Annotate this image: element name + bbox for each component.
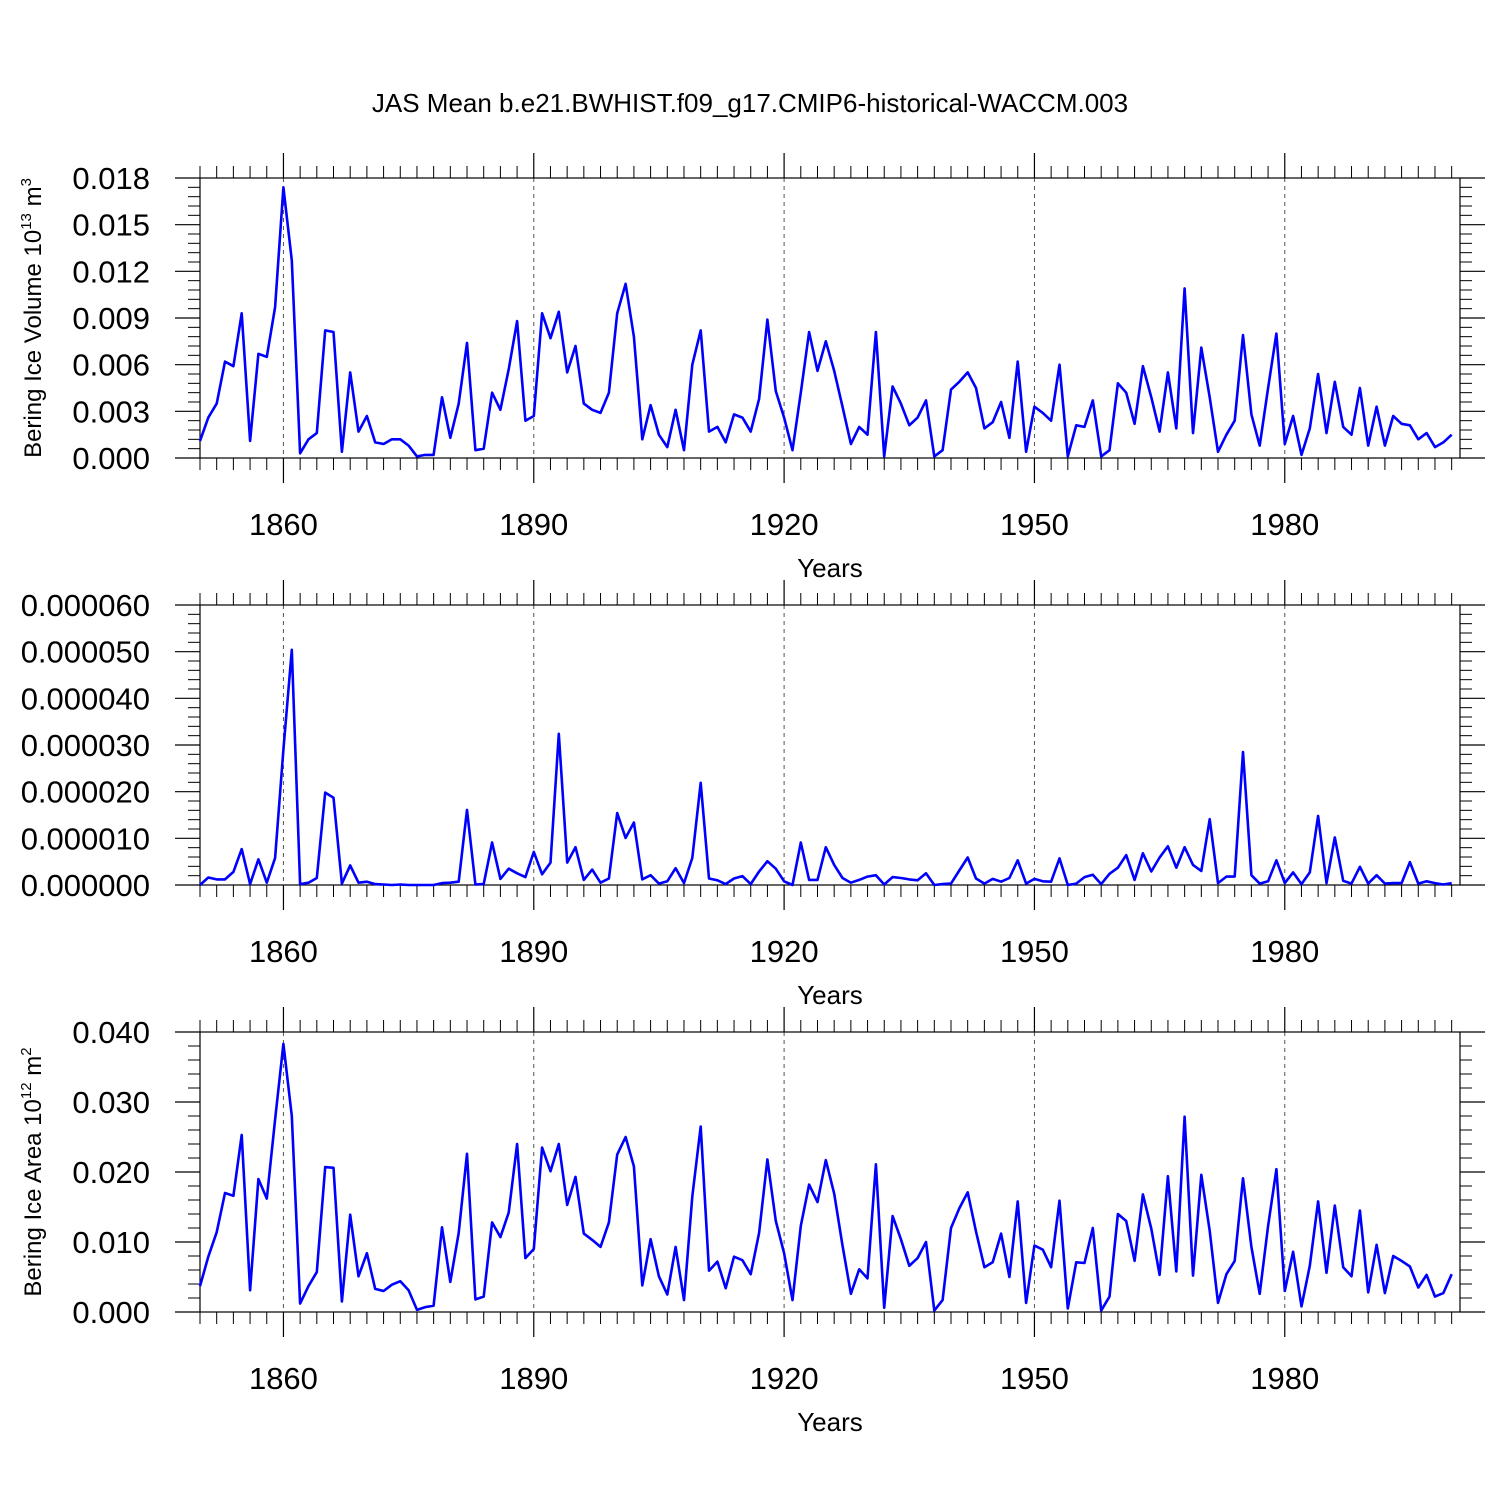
y-tick-label: 0.000020: [21, 775, 150, 810]
x-tick-label: 1920: [750, 934, 819, 969]
chart-title: JAS Mean b.e21.BWHIST.f09_g17.CMIP6-hist…: [372, 88, 1128, 118]
series-line: [198, 186, 1453, 458]
y-axis-title-unit: m: [20, 1056, 47, 1083]
y-tick-label: 0.006: [72, 348, 150, 383]
plot-frame: [199, 604, 1461, 886]
plot-frame: [199, 177, 1461, 459]
y-axis-title-unit-exponent: 2: [18, 1047, 35, 1055]
y-tick-label: 0.018: [72, 161, 150, 196]
x-tick-label: 1950: [1000, 1361, 1069, 1396]
y-tick-label: 0.040: [72, 1015, 150, 1050]
y-tick-label: 0.012: [72, 254, 150, 289]
x-tick-label: 1890: [499, 934, 568, 969]
y-tick-label: 0.000: [72, 1295, 150, 1330]
x-tick-label: 1860: [249, 934, 318, 969]
x-axis-title: Years: [797, 553, 863, 583]
x-tick-label: 1950: [1000, 934, 1069, 969]
y-axis-title-unit-exponent: 3: [18, 178, 35, 186]
x-axis-title: Years: [797, 1407, 863, 1437]
y-tick-label: 0.000040: [21, 681, 150, 716]
x-axis-title: Years: [797, 980, 863, 1010]
chart-panel-3: 1860 1890 1920 1950 1980 0.000 0.010 0.020 0.030…: [18, 1007, 1485, 1437]
y-tick-label: 0.009: [72, 301, 150, 336]
y-axis-title-text: Bering Ice Volume 10: [20, 230, 47, 458]
y-tick-label: 0.010: [72, 1225, 150, 1260]
y-tick-label: 0.030: [72, 1085, 150, 1120]
y-tick-label: 0.000050: [21, 635, 150, 670]
y-axis-title: Bering Ice Volume 1013 m3: [18, 178, 47, 458]
x-tick-label: 1950: [1000, 507, 1069, 542]
x-tick-label: 1920: [750, 507, 819, 542]
chart-panel-2: 1860 1890 1920 1950 1980 0.000000 0.000010 0.00…: [21, 580, 1485, 1010]
x-tick-label: 1890: [499, 507, 568, 542]
y-axis-title-exponent: 12: [18, 1082, 35, 1099]
y-axis-title-unit: m: [20, 186, 47, 213]
series-line: [198, 1042, 1453, 1312]
chart-panel-1: 1860 1890 1920 1950 1980 0.000 0.003 0.006 0.009…: [18, 153, 1485, 583]
y-tick-label: 0.000000: [21, 868, 150, 903]
y-tick-label: 0.000030: [21, 728, 150, 763]
x-tick-label: 1980: [1250, 934, 1319, 969]
y-axis-title-exponent: 13: [18, 213, 35, 230]
y-tick-label: 0.015: [72, 208, 150, 243]
y-tick-label: 0.020: [72, 1155, 150, 1190]
x-tick-label: 1860: [249, 1361, 318, 1396]
x-tick-label: 1980: [1250, 1361, 1319, 1396]
y-axis-title-text: Bering Ice Area 10: [20, 1099, 47, 1296]
y-tick-label: 0.000: [72, 441, 150, 476]
x-tick-label: 1920: [750, 1361, 819, 1396]
x-tick-label: 1980: [1250, 507, 1319, 542]
y-tick-label: 0.003: [72, 394, 150, 429]
x-tick-label: 1890: [499, 1361, 568, 1396]
y-tick-label: 0.000060: [21, 588, 150, 623]
chart-panels: 1860 1890 1920 1950 1980 0.000 0.003 0.006 0.009…: [18, 153, 1485, 1437]
series-line: [199, 648, 1452, 887]
x-tick-label: 1860: [249, 507, 318, 542]
y-tick-label: 0.000010: [21, 821, 150, 856]
y-axis-title: Bering Ice Area 1012 m2: [18, 1047, 47, 1296]
